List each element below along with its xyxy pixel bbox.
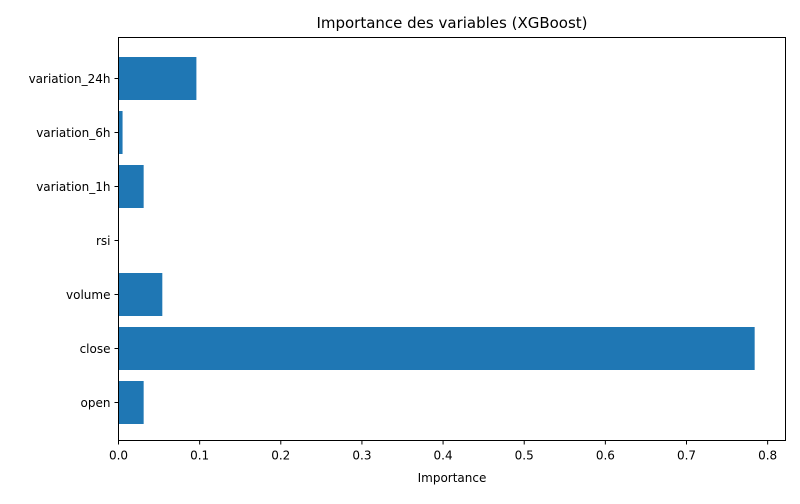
y-tick-label: open [81,396,111,410]
bar-variation-6h [118,111,123,154]
x-tick-label: 0.0 [109,449,128,463]
y-tick-label: volume [66,288,110,302]
y-tick-label: close [80,342,111,356]
plot-area-frame [118,37,786,441]
x-tick-label: 0.6 [596,449,615,463]
y-tick-label: variation_24h [29,72,111,86]
x-axis-label: Importance [418,471,487,485]
x-tick-label: 0.3 [352,449,371,463]
y-tick-label: rsi [96,234,111,248]
chart-title: Importance des variables (XGBoost) [316,14,587,32]
bar-variation-24h [118,57,197,100]
bar-close [118,327,755,370]
x-tick-label: 0.7 [677,449,696,463]
x-tick-label: 0.1 [190,449,209,463]
x-tick-label: 0.8 [758,449,777,463]
bar-open [118,381,144,424]
bar-volume [118,273,163,316]
y-tick-label: variation_6h [36,126,110,140]
x-tick-label: 0.4 [434,449,453,463]
x-tick-label: 0.2 [271,449,290,463]
x-tick-label: 0.5 [515,449,534,463]
y-tick-label: variation_1h [36,180,110,194]
bar-variation-1h [118,165,144,208]
